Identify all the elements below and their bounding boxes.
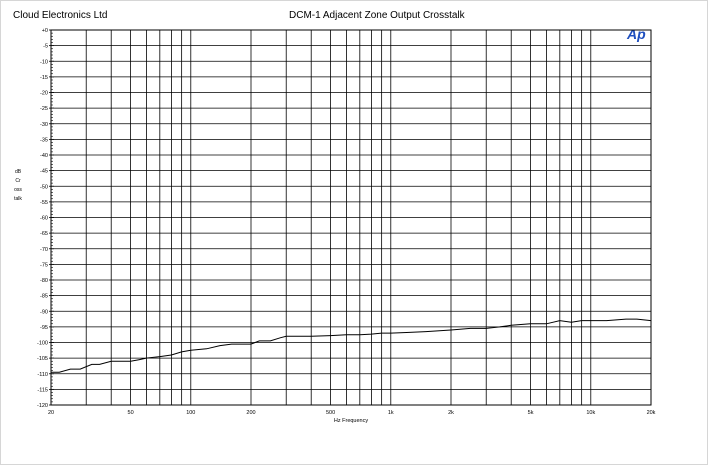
y-tick-label: -50 (40, 184, 48, 190)
y-tick-label: -105 (37, 356, 48, 362)
y-tick-label: -15 (40, 75, 48, 81)
x-tick-label: 100 (186, 410, 195, 416)
series (51, 318, 652, 373)
x-tick-label: 5k (528, 410, 534, 416)
y-tick-label: -20 (40, 91, 48, 97)
y-axis-ticks: +0 -5 -10 -15 -20 -25 -30 -35 -40 -45 -50 -55 -60 -65… (37, 28, 54, 409)
x-tick-label: 500 (326, 410, 335, 416)
y-tick-label: -25 (40, 106, 48, 112)
chart-title: DCM-1 Adjacent Zone Output Crosstalk (289, 10, 465, 21)
y-tick-label: -60 (40, 216, 48, 222)
x-axis-ticks: 20 50 100 200 500 1k 2k 5k 10k 20k (48, 410, 656, 416)
y-tick-label: -75 (40, 262, 48, 268)
x-tick-label: 50 (128, 410, 134, 416)
y-tick-label: -85 (40, 294, 48, 300)
y-tick-label: -100 (37, 341, 48, 347)
y-tick-label: -10 (40, 59, 48, 65)
series-line (51, 318, 652, 373)
x-tick-label: 20k (647, 410, 656, 416)
x-tick-label: 1k (388, 410, 394, 416)
y-tick-label: -5 (43, 44, 48, 50)
y-tick-label: +0 (42, 28, 48, 34)
y-tick-label: -95 (40, 325, 48, 331)
x-tick-label: 20 (48, 410, 54, 416)
y-tick-label: -45 (40, 169, 48, 175)
y-tick-label: -110 (37, 372, 48, 378)
y-axis-label: dB Crosstalk (14, 169, 23, 202)
x-tick-label: 2k (448, 410, 454, 416)
y-tick-label: -90 (40, 309, 48, 315)
grid (51, 30, 651, 405)
y-tick-label: -115 (37, 387, 48, 393)
y-tick-label: -70 (40, 247, 48, 253)
company-name: Cloud Electronics Ltd (13, 10, 108, 21)
x-tick-label: 10k (586, 410, 595, 416)
x-axis-label: Hz Frequency (334, 418, 368, 424)
y-tick-label: -55 (40, 200, 48, 206)
y-tick-label: -120 (37, 403, 48, 409)
x-tick-label: 200 (246, 410, 255, 416)
y-tick-label: -80 (40, 278, 48, 284)
y-tick-label: -35 (40, 137, 48, 143)
y-tick-label: -65 (40, 231, 48, 237)
y-tick-label: -30 (40, 122, 48, 128)
y-tick-label: -40 (40, 153, 48, 159)
